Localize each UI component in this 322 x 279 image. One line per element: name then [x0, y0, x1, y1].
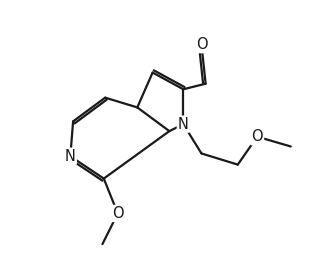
Text: N: N — [178, 117, 189, 132]
Text: O: O — [251, 129, 263, 144]
Text: O: O — [112, 206, 124, 221]
Text: N: N — [65, 149, 76, 164]
Text: O: O — [196, 37, 207, 52]
